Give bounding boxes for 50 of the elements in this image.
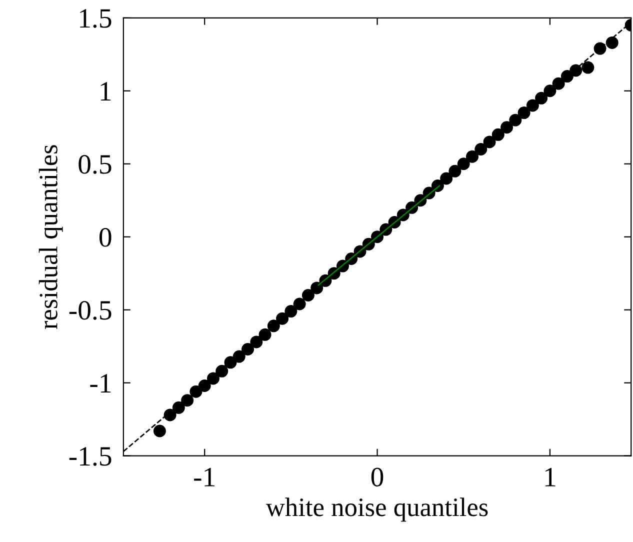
y-tick-label: -1 — [90, 374, 111, 392]
point — [500, 121, 514, 134]
point — [492, 128, 504, 141]
point — [544, 84, 556, 98]
point — [250, 336, 263, 348]
point — [293, 298, 306, 310]
point — [216, 364, 228, 378]
point — [258, 328, 272, 341]
point — [552, 77, 565, 90]
point — [448, 164, 462, 178]
y-tick-label: 1 — [100, 82, 111, 101]
y-tick-label: 1.5 — [80, 9, 112, 28]
point — [483, 136, 496, 148]
x-tick-label: 0 — [371, 468, 384, 486]
point — [570, 64, 582, 77]
point — [606, 36, 618, 49]
x-tick-label: 1 — [545, 468, 556, 486]
point — [594, 42, 606, 55]
point — [457, 158, 470, 170]
point — [153, 424, 166, 438]
y-tick-label: 0 — [99, 228, 112, 247]
point — [509, 114, 522, 126]
point — [224, 356, 237, 369]
point — [276, 312, 289, 325]
point — [310, 282, 324, 294]
point — [535, 92, 548, 104]
point — [206, 372, 220, 385]
point — [474, 143, 488, 156]
point — [232, 350, 246, 363]
x-tick-label: -1 — [194, 468, 214, 486]
point — [526, 99, 539, 112]
x-axis-title: white noise quantiles — [266, 498, 488, 522]
y-tick-label: 0.5 — [78, 155, 112, 174]
y-tick-label: -0.5 — [69, 301, 112, 320]
point — [267, 320, 280, 332]
point — [181, 394, 194, 407]
point — [172, 401, 185, 414]
point — [242, 343, 254, 356]
point — [164, 408, 176, 422]
point — [466, 150, 478, 163]
point — [518, 106, 530, 120]
point — [284, 305, 298, 318]
point — [440, 172, 453, 185]
point — [302, 288, 314, 302]
point — [560, 70, 574, 83]
point — [582, 61, 594, 74]
point — [198, 380, 211, 392]
y-axis-title: residual quantiles — [38, 145, 63, 330]
y-tick-label: -1.5 — [69, 447, 112, 466]
point — [190, 385, 202, 398]
